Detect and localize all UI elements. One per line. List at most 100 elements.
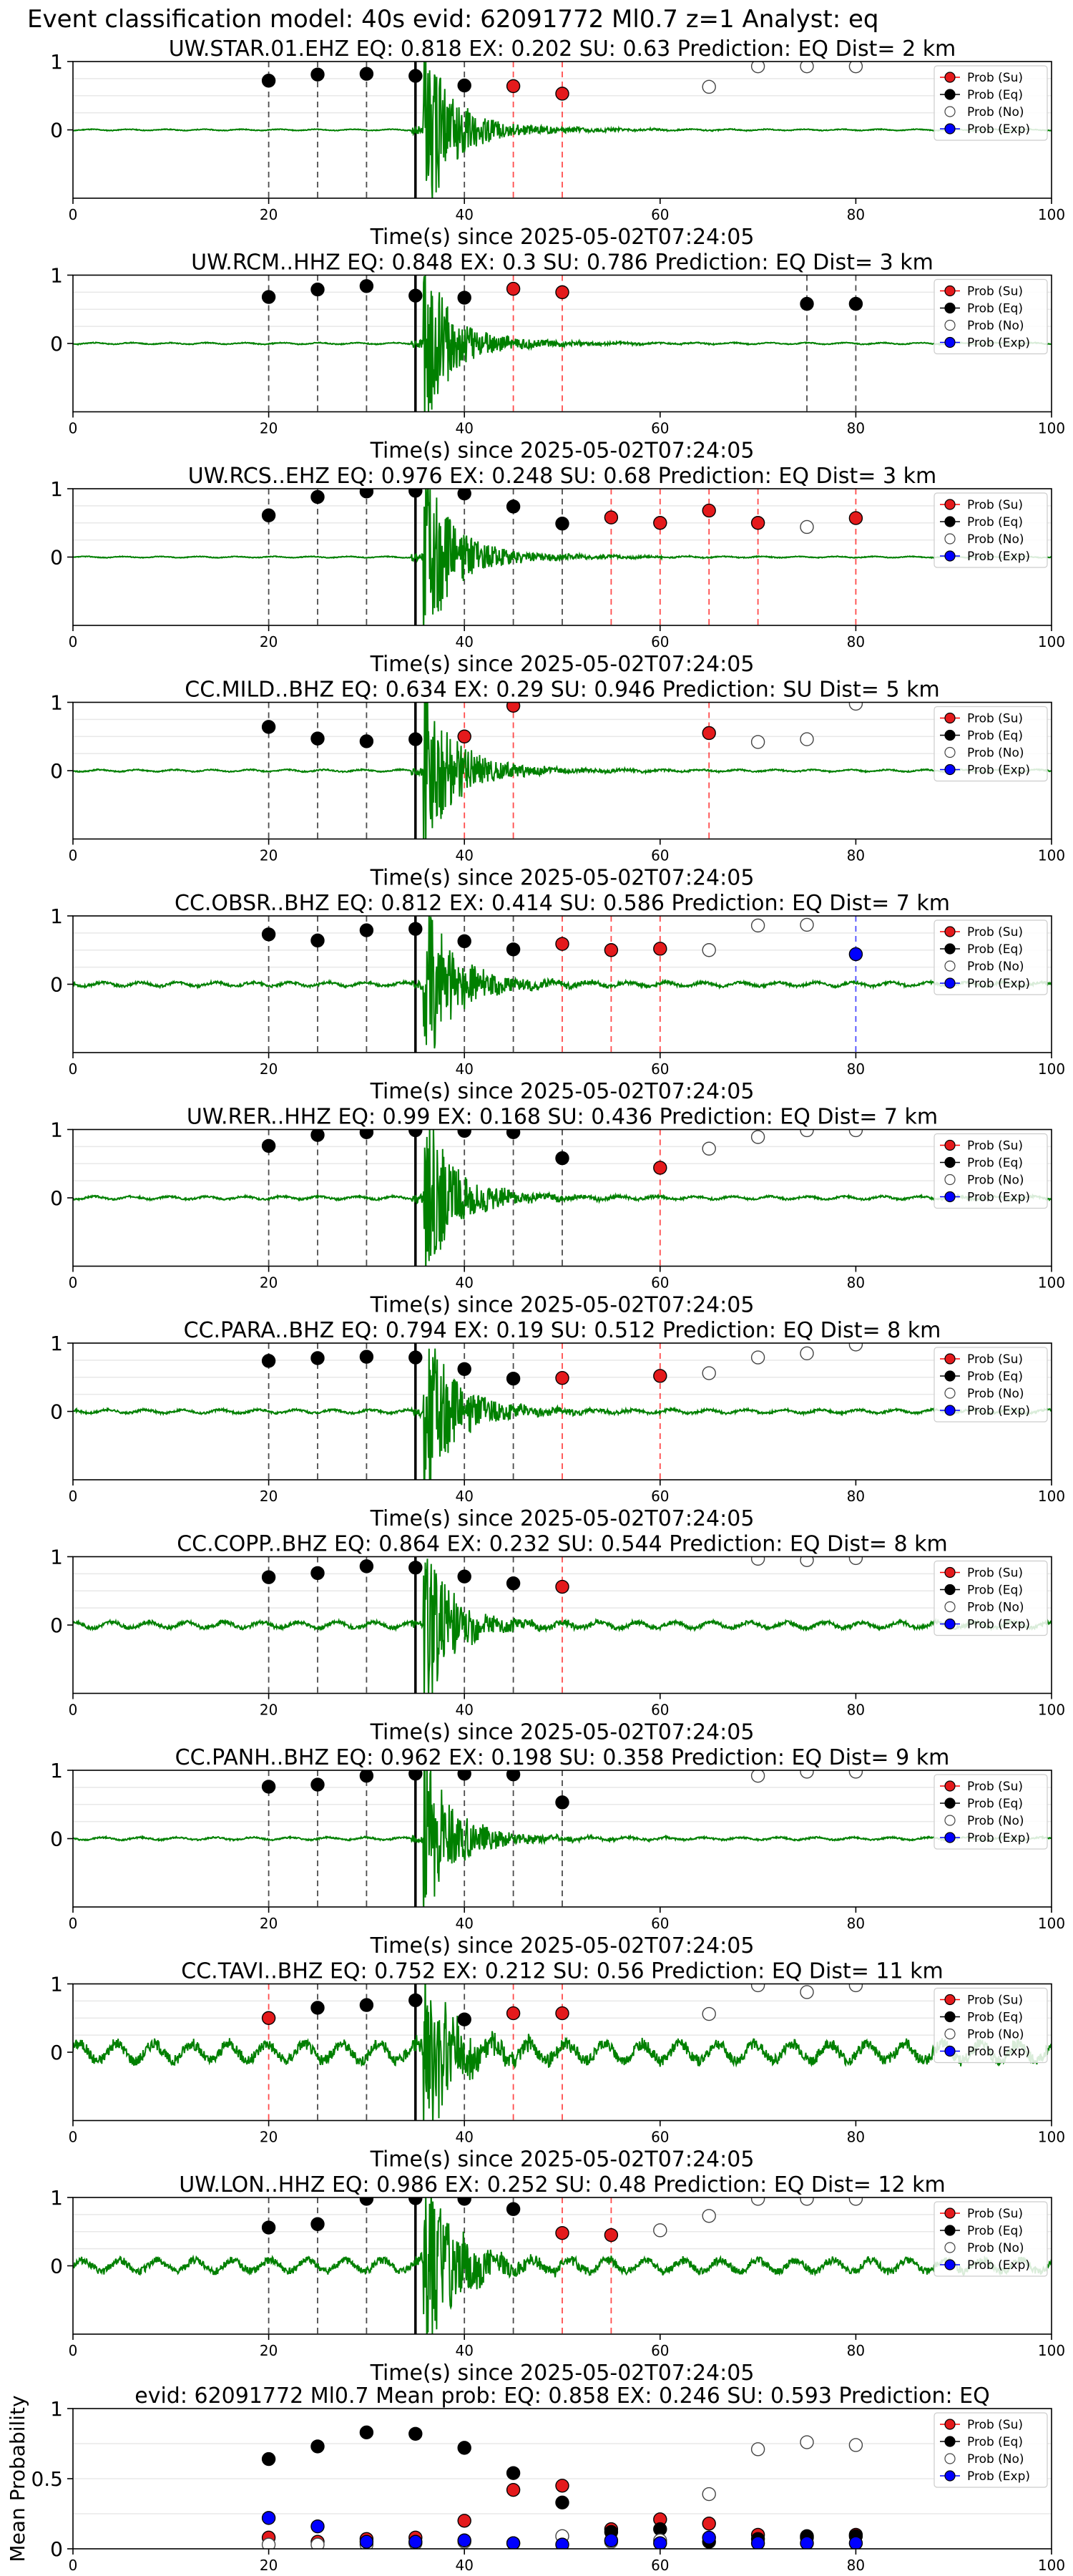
x-tick-label: 80 <box>847 1915 865 1932</box>
prob-marker-no <box>800 1556 814 1567</box>
x-tick-label: 80 <box>847 633 865 650</box>
panel-title: UW.LON..HHZ EQ: 0.986 EX: 0.252 SU: 0.48… <box>179 2172 945 2197</box>
legend-label: Prob (No) <box>967 1387 1024 1401</box>
prob-marker-eq <box>310 489 325 504</box>
legend-marker-no <box>944 960 956 972</box>
prob-marker-eq <box>261 927 276 942</box>
x-tick-label: 80 <box>847 2129 865 2146</box>
prob-marker-no <box>702 2209 716 2223</box>
prob-marker-no <box>702 1366 716 1380</box>
y-tick-label: 0 <box>50 1614 63 1637</box>
prob-marker-no <box>848 62 863 74</box>
prob-marker-no <box>750 735 765 749</box>
mean-prob-marker-eq <box>310 2439 325 2454</box>
legend-label: Prob (Eq) <box>967 942 1023 957</box>
legend-marker-exp <box>944 336 956 348</box>
prob-marker-su <box>506 702 521 713</box>
waveform <box>73 1984 1052 2121</box>
legend-marker-exp <box>944 1618 956 1630</box>
legend-label: Prob (Exp) <box>967 550 1030 564</box>
x-tick-label: 60 <box>651 2557 669 2574</box>
prob-marker-eq <box>408 1350 423 1365</box>
legend-box <box>934 1347 1048 1423</box>
x-tick-label: 100 <box>1038 2129 1065 2146</box>
y-tick-label: 0 <box>50 546 63 570</box>
panel-title: CC.PARA..BHZ EQ: 0.794 EX: 0.19 SU: 0.51… <box>184 1318 941 1343</box>
prob-marker-no <box>800 1129 814 1138</box>
x-tick-label: 20 <box>260 1274 278 1292</box>
prob-marker-su <box>653 516 667 530</box>
plot-area <box>73 489 1052 625</box>
legend-label: Prob (No) <box>967 2028 1024 2042</box>
plot-area <box>73 1343 1052 1480</box>
prob-marker-eq <box>359 1770 374 1783</box>
station-panel: UW.RCM..HHZ EQ: 0.848 EX: 0.3 SU: 0.786 … <box>50 250 1065 464</box>
prob-marker-no <box>702 943 716 957</box>
prob-marker-eq <box>261 1570 276 1584</box>
prob-marker-eq <box>408 1129 423 1138</box>
waveform <box>73 62 1052 198</box>
legend-label: Prob (No) <box>967 1601 1024 1615</box>
legend: Prob (Su) Prob (Eq) Prob (No) Prob (Exp) <box>934 1347 1048 1423</box>
legend-box <box>934 1987 1048 2064</box>
y-tick-label: 0 <box>50 2537 63 2561</box>
prob-marker-no <box>750 918 765 933</box>
prob-marker-su <box>555 2225 569 2240</box>
prob-marker-su <box>555 2006 569 2021</box>
station-panel: CC.OBSR..BHZ EQ: 0.812 EX: 0.414 SU: 0.5… <box>50 891 1065 1104</box>
mean-prob-marker-exp <box>555 2537 569 2549</box>
legend-box <box>934 1133 1048 1209</box>
panel-title: evid: 62091772 Ml0.7 Mean prob: EQ: 0.85… <box>134 2384 989 2409</box>
prob-marker-no <box>800 732 814 746</box>
panel-title: CC.MILD..BHZ EQ: 0.634 EX: 0.29 SU: 0.94… <box>185 678 939 703</box>
legend-marker-no <box>944 746 956 758</box>
legend-label: Prob (Exp) <box>967 2469 1030 2484</box>
prob-marker-su <box>702 726 716 741</box>
mean-prob-marker-exp <box>310 2519 325 2534</box>
prob-marker-eq <box>408 1561 423 1575</box>
legend-marker-eq <box>944 89 956 100</box>
mean-prob-marker-eq <box>506 2466 521 2480</box>
x-tick-label: 40 <box>455 2557 473 2574</box>
prob-marker-eq <box>261 1780 276 1794</box>
legend-marker-no <box>944 2242 956 2253</box>
prob-marker-eq <box>457 291 471 305</box>
prob-marker-eq <box>408 489 423 498</box>
legend-marker-exp <box>944 1405 956 1416</box>
legend-label: Prob (No) <box>967 746 1024 761</box>
legend: Prob (Su) Prob (Eq) Prob (No) Prob (Exp) <box>934 706 1048 782</box>
x-tick-label: 40 <box>455 206 473 223</box>
x-tick-label: 60 <box>651 633 669 650</box>
prob-marker-eq <box>408 922 423 936</box>
prob-marker-su <box>702 503 716 518</box>
prob-marker-su <box>506 2006 521 2021</box>
legend-label: Prob (No) <box>967 1174 1024 1188</box>
mean-prob-marker-exp <box>604 2533 619 2547</box>
panel-title: UW.RCM..HHZ EQ: 0.848 EX: 0.3 SU: 0.786 … <box>191 250 934 275</box>
x-tick-label: 80 <box>847 1274 865 1292</box>
waveform <box>73 1558 1052 1694</box>
x-tick-label: 60 <box>651 1915 669 1932</box>
legend-label: Prob (Eq) <box>967 1797 1023 1811</box>
mean-prob-marker-exp <box>702 2530 716 2545</box>
legend-marker-su <box>944 2207 956 2219</box>
legend: Prob (Su) Prob (Eq) Prob (No) Prob (Exp) <box>934 1560 1048 1636</box>
legend-marker-exp <box>944 763 956 776</box>
prob-marker-eq <box>457 1569 471 1584</box>
x-tick-label: 80 <box>847 1488 865 1505</box>
prob-marker-eq <box>310 282 325 297</box>
station-panel: UW.STAR.01.EHZ EQ: 0.818 EX: 0.202 SU: 0… <box>50 36 1065 250</box>
x-tick-label: 0 <box>69 1488 78 1505</box>
x-tick-label: 100 <box>1038 2557 1065 2574</box>
plot-area <box>73 1556 1052 1694</box>
legend-marker-eq <box>944 2225 956 2236</box>
prob-marker-su <box>555 87 569 101</box>
prob-marker-eq <box>310 67 325 82</box>
legend-label: Prob (Su) <box>967 925 1023 940</box>
plot-area <box>73 1984 1052 2121</box>
x-tick-label: 20 <box>260 1915 278 1932</box>
legend-label: Prob (Su) <box>967 71 1023 85</box>
legend-marker-exp <box>944 1191 956 1203</box>
x-tick-label: 100 <box>1038 633 1065 650</box>
prob-marker-su <box>604 943 619 957</box>
